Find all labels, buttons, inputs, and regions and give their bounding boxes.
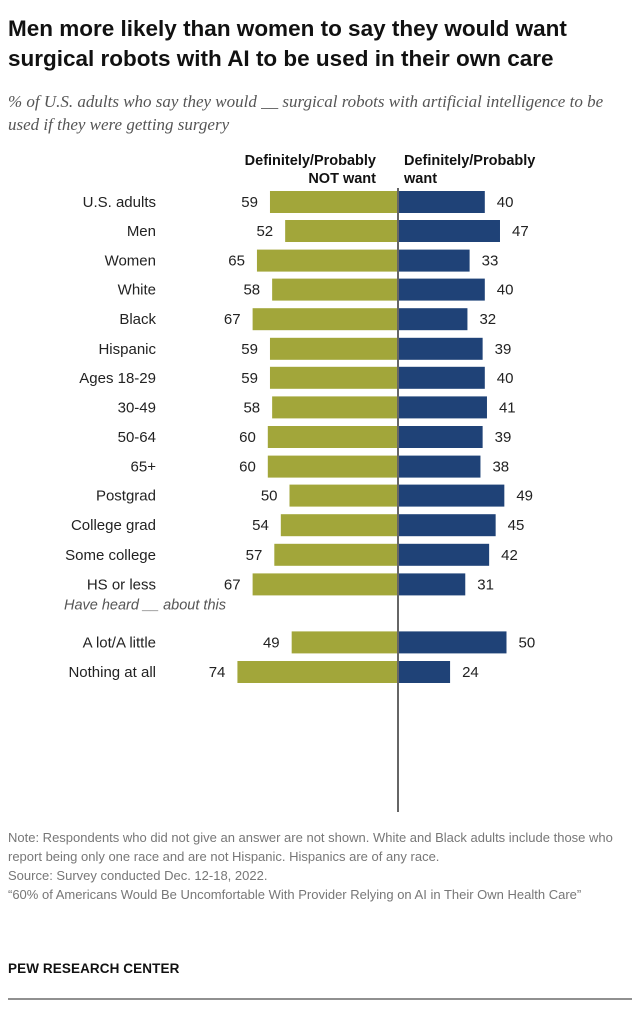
bar-want — [398, 661, 451, 683]
bar-want — [398, 220, 500, 242]
bar-not-want — [272, 396, 398, 419]
bar-want — [398, 396, 487, 419]
left-header-line1: Definitely/Probably — [244, 153, 376, 169]
report-title: “60% of Americans Would Be Uncomfortable… — [8, 887, 582, 902]
bar-not-want — [267, 455, 398, 478]
value-label-want: 33 — [482, 253, 499, 270]
value-label-want: 39 — [495, 429, 512, 446]
value-label-want: 47 — [512, 223, 529, 240]
bar-not-want — [269, 366, 398, 389]
category-label: Ages 18-29 — [79, 370, 156, 387]
left-header-line2: NOT want — [308, 171, 376, 187]
bar-want — [398, 249, 470, 272]
bar-want — [398, 308, 468, 331]
category-label: Postgrad — [96, 488, 156, 505]
bar-not-want — [252, 308, 398, 331]
bar-want — [398, 337, 483, 360]
value-label-not-want: 74 — [209, 664, 226, 681]
category-label: Black — [119, 311, 156, 328]
bar-not-want — [256, 249, 398, 272]
bar-want — [398, 191, 485, 213]
bar-want — [398, 631, 507, 654]
value-label-not-want: 67 — [224, 576, 241, 593]
value-label-not-want: 60 — [239, 429, 256, 446]
category-label: Some college — [65, 547, 156, 564]
category-label: HS or less — [87, 576, 156, 593]
value-label-want: 45 — [508, 517, 525, 534]
right-column-header: Definitely/Probably want — [404, 152, 574, 188]
value-label-not-want: 65 — [228, 253, 245, 270]
bar-not-want — [237, 661, 398, 683]
category-label: Men — [127, 223, 156, 240]
bar-want — [398, 426, 483, 448]
bar-not-want — [291, 631, 398, 654]
value-label-not-want: 67 — [224, 311, 241, 328]
bar-not-want — [252, 573, 398, 596]
bar-want — [398, 484, 505, 507]
value-label-want: 50 — [519, 634, 536, 651]
value-label-want: 40 — [497, 282, 514, 299]
category-label: Hispanic — [98, 341, 156, 358]
value-label-not-want: 58 — [243, 282, 260, 299]
bar-not-want — [274, 543, 398, 566]
category-label: 30-49 — [118, 399, 156, 416]
value-label-not-want: 59 — [241, 341, 258, 358]
bar-want — [398, 573, 466, 596]
note-text: Note: Respondents who did not give an an… — [8, 830, 613, 864]
value-label-not-want: 58 — [243, 399, 260, 416]
category-label: Nothing at all — [68, 664, 156, 681]
value-label-not-want: 49 — [263, 634, 280, 651]
category-label: 50-64 — [118, 429, 156, 446]
category-label: College grad — [71, 517, 156, 534]
bar-want — [398, 514, 496, 537]
value-label-want: 41 — [499, 399, 516, 416]
bar-not-want — [269, 337, 398, 360]
bar-want — [398, 543, 490, 566]
value-label-want: 49 — [516, 488, 533, 505]
bar-want — [398, 366, 485, 389]
category-label: 65+ — [131, 459, 157, 476]
value-label-want: 39 — [495, 341, 512, 358]
value-label-not-want: 59 — [241, 194, 258, 211]
value-label-want: 40 — [497, 370, 514, 387]
category-label: Women — [105, 253, 156, 270]
value-label-not-want: 59 — [241, 370, 258, 387]
value-label-not-want: 60 — [239, 459, 256, 476]
chart-subtitle: % of U.S. adults who say they would __ s… — [8, 92, 604, 134]
value-label-want: 40 — [497, 194, 514, 211]
bar-not-want — [289, 484, 398, 507]
chart-title: Men more likely than women to say they w… — [8, 16, 567, 71]
bar-not-want — [269, 191, 398, 213]
bar-want — [398, 278, 485, 301]
value-label-not-want: 57 — [246, 547, 263, 564]
value-label-not-want: 52 — [256, 223, 273, 240]
value-label-want: 32 — [479, 311, 496, 328]
group-note-label: Have heard __ about this — [64, 597, 226, 613]
category-label: U.S. adults — [83, 194, 156, 211]
value-label-want: 31 — [477, 576, 494, 593]
diverging-bar-chart: Have heard __ about this U.S. adults 59 40 M… — [64, 188, 536, 812]
value-label-want: 38 — [492, 459, 509, 476]
category-label: A lot/A little — [83, 634, 156, 651]
footer-rule — [8, 998, 632, 1000]
bar-want — [398, 455, 481, 478]
chart-notes: Note: Respondents who did not give an an… — [8, 828, 633, 904]
category-label: White — [118, 282, 156, 299]
bar-not-want — [285, 220, 398, 242]
source-text: Source: Survey conducted Dec. 12-18, 202… — [8, 868, 268, 883]
value-label-not-want: 50 — [261, 488, 278, 505]
bar-not-want — [280, 514, 398, 537]
bar-not-want — [272, 278, 398, 301]
bar-not-want — [267, 426, 398, 448]
value-label-want: 42 — [501, 547, 518, 564]
value-label-not-want: 54 — [252, 517, 269, 534]
right-header-line1: Definitely/Probably — [404, 153, 536, 169]
right-header-line2: want — [404, 171, 438, 187]
left-column-header: Definitely/Probably NOT want — [218, 152, 376, 188]
value-label-want: 24 — [462, 664, 479, 681]
pew-logo-text: PEW RESEARCH CENTER — [8, 961, 180, 976]
